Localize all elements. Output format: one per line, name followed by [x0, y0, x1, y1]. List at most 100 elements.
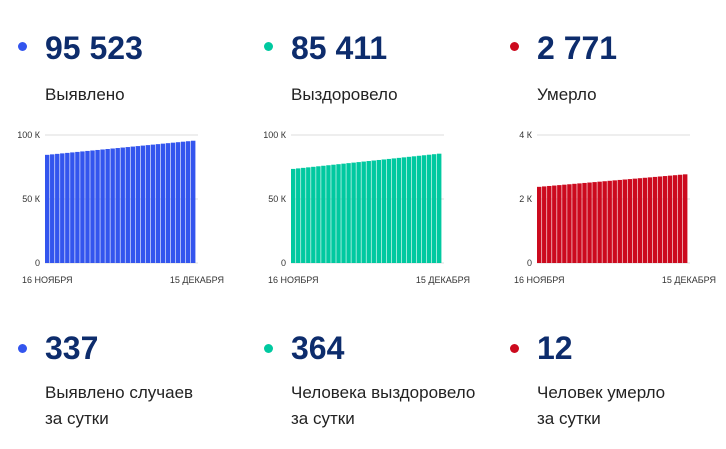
deaths-dot — [510, 42, 519, 51]
bar — [672, 175, 678, 263]
recovered-daily-line2: за сутки — [291, 409, 355, 428]
bar — [547, 185, 552, 263]
recovered-total-value: 85 411 — [291, 30, 388, 66]
confirmed-dot — [18, 42, 27, 51]
y-tick-label: 0 — [281, 258, 286, 268]
recovered-column: 85 411 Выздоровело 0 50 К 100 К 16 НОЯБРЯ 15… — [264, 0, 494, 449]
bar — [682, 174, 688, 263]
bar — [75, 151, 80, 263]
bar — [60, 153, 65, 263]
bar — [80, 151, 85, 263]
y-tick-label: 50 К — [268, 194, 287, 204]
bar — [552, 185, 557, 263]
bar — [607, 180, 612, 263]
bar — [326, 165, 331, 263]
bar — [401, 157, 407, 263]
bar — [587, 182, 592, 263]
bar — [677, 174, 683, 263]
deaths-daily-line2: за сутки — [537, 409, 601, 428]
x-tick-label-end: 15 ДЕКАБРЯ — [416, 275, 470, 285]
bar — [662, 176, 668, 263]
y-tick-label: 0 — [527, 258, 532, 268]
bar — [105, 149, 110, 263]
bar — [652, 176, 658, 263]
bar — [120, 147, 125, 263]
deaths-daily-dot — [510, 344, 519, 353]
bar — [612, 180, 617, 263]
bar — [406, 156, 412, 263]
deaths-chart: 0 2 К 4 К 16 НОЯБРЯ 15 ДЕКАБРЯ — [510, 125, 726, 290]
confirmed-daily-line2: за сутки — [45, 409, 109, 428]
deaths-total-value: 2 771 — [537, 30, 618, 66]
bar — [155, 144, 161, 263]
confirmed-total-label: Выявлено — [45, 85, 125, 104]
chart-svg: 0 2 К 4 К 16 НОЯБРЯ 15 ДЕКАБРЯ — [514, 130, 716, 285]
bar — [311, 166, 316, 263]
bar — [572, 183, 577, 263]
x-tick-label-end: 15 ДЕКАБРЯ — [662, 275, 716, 285]
recovered-chart: 0 50 К 100 К 16 НОЯБРЯ 15 ДЕКАБРЯ — [264, 125, 494, 290]
y-tick-label: 0 — [35, 258, 40, 268]
bar — [431, 154, 437, 263]
y-tick-label: 50 К — [22, 194, 41, 204]
bar — [637, 178, 643, 263]
bar — [185, 141, 191, 263]
bar — [557, 185, 562, 263]
bar — [542, 186, 547, 263]
bar — [296, 168, 301, 263]
bar — [65, 152, 70, 263]
bar — [627, 179, 633, 263]
recovered-daily-value: 364 — [291, 330, 345, 366]
bar — [321, 165, 326, 263]
y-tick-label: 100 К — [18, 130, 41, 140]
bar — [632, 178, 638, 263]
bar — [170, 142, 176, 263]
deaths-daily-line1: Человек умерло — [537, 383, 666, 402]
confirmed-total-value: 95 523 — [45, 30, 143, 66]
bar — [190, 140, 196, 263]
bar — [306, 167, 311, 263]
bar — [396, 157, 402, 263]
bar — [416, 155, 422, 263]
chart-svg: 0 50 К 100 К 16 НОЯБРЯ 15 ДЕКАБРЯ — [18, 130, 224, 285]
bar — [331, 164, 336, 263]
bar — [647, 177, 653, 263]
chart-svg: 0 50 К 100 К 16 НОЯБРЯ 15 ДЕКАБРЯ — [264, 130, 470, 285]
bar — [301, 167, 306, 263]
bar — [346, 163, 351, 263]
x-tick-label-start: 16 НОЯБРЯ — [22, 275, 73, 285]
bar — [95, 149, 100, 263]
bar — [657, 176, 663, 263]
bar — [125, 147, 130, 263]
bar — [537, 186, 542, 263]
bar — [85, 150, 90, 263]
y-tick-label: 2 К — [519, 194, 533, 204]
recovered-daily-dot — [264, 344, 273, 353]
deaths-total-label: Умерло — [537, 85, 597, 104]
confirmed-daily-line1: Выявлено случаев — [45, 383, 194, 402]
bar — [567, 184, 572, 263]
bar — [411, 156, 417, 263]
bar — [361, 161, 366, 263]
y-tick-label: 100 К — [264, 130, 287, 140]
bar — [45, 154, 50, 263]
y-tick-label: 4 К — [519, 130, 533, 140]
bar — [140, 145, 146, 263]
bar — [381, 159, 387, 263]
bar — [55, 153, 60, 263]
bar — [180, 141, 186, 263]
bar — [366, 161, 371, 263]
bar — [115, 148, 120, 263]
recovered-total-label: Выздоровело — [291, 85, 398, 104]
deaths-daily-value: 12 — [537, 330, 573, 366]
bar — [165, 143, 171, 263]
bar — [376, 159, 381, 263]
bar — [386, 158, 392, 263]
bar — [592, 182, 597, 263]
recovered-dot — [264, 42, 273, 51]
bar — [291, 168, 296, 263]
bar — [316, 166, 321, 263]
bar — [421, 155, 427, 263]
bar — [150, 144, 156, 263]
bar — [50, 154, 55, 263]
